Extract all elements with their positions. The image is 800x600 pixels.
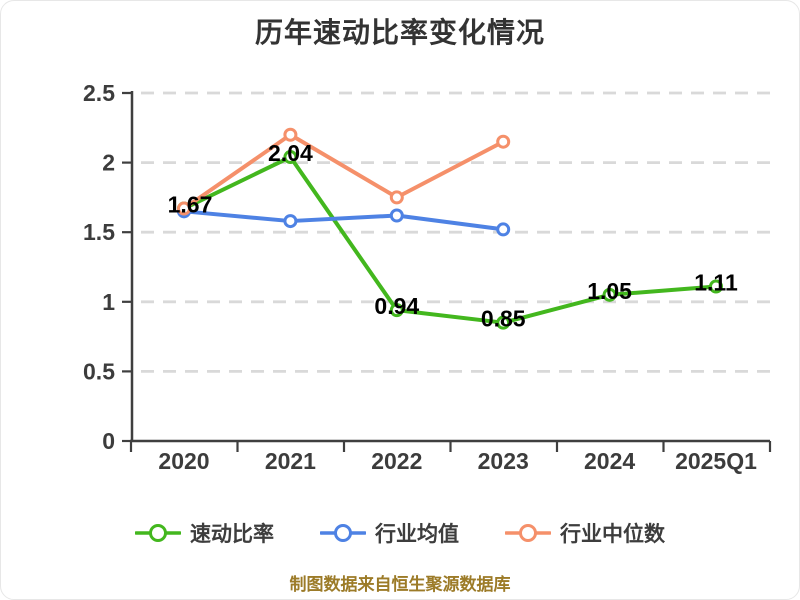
data-point-quick-ratio (709, 279, 723, 294)
data-point-quick-ratio (283, 150, 298, 165)
data-point-industry-median (389, 190, 404, 205)
y-axis-tick-label: 2.5 (83, 80, 115, 106)
y-axis-tick-label: 0 (102, 428, 115, 454)
series-industry-mean (177, 204, 511, 237)
chart-legend: 速动比率 行业均值 行业中位数 (1, 518, 799, 548)
data-point-industry-mean (283, 214, 298, 229)
data-point-label: 2.04 (268, 140, 313, 166)
legend-marker-quick-ratio-icon (135, 524, 181, 542)
legend-label: 速动比率 (190, 523, 274, 546)
data-point-industry-mean (389, 208, 404, 223)
series-industry-median (177, 127, 511, 216)
legend-circle (334, 524, 352, 542)
data-point-industry-median (177, 201, 191, 216)
y-axis-tick-label: 1 (102, 289, 115, 315)
legend-item-industry-mean[interactable]: 行业均值 (320, 518, 459, 548)
data-point-label: 0.94 (374, 293, 419, 319)
data-point-industry-median (283, 127, 298, 142)
data-point-label: 1.05 (587, 278, 632, 304)
data-labels-quick-ratio: 1.67 2.04 0.94 0.85 1.05 1.11 (168, 140, 738, 332)
legend-circle (149, 524, 167, 542)
data-point-label: 1.67 (168, 192, 213, 218)
y-axis-tick-label: 1.5 (83, 219, 115, 245)
axes (122, 91, 772, 452)
series-line-quick-ratio (182, 155, 718, 325)
y-gridlines (141, 91, 779, 373)
legend-item-quick-ratio[interactable]: 速动比率 (135, 518, 274, 548)
data-point-quick-ratio (389, 303, 404, 318)
x-axis-tick-label: 2024 (584, 448, 635, 474)
legend-circle (519, 524, 537, 542)
series-line-industry-mean (182, 209, 506, 232)
data-point-industry-mean (496, 222, 511, 237)
y-axis-tick-label: 0.5 (83, 358, 115, 384)
data-point-quick-ratio (496, 315, 511, 330)
data-point-industry-median (496, 134, 511, 149)
data-point-quick-ratio (602, 287, 617, 302)
legend-item-industry-median[interactable]: 行业中位数 (505, 518, 665, 548)
x-axis-tick-label: 2020 (158, 448, 209, 474)
data-point-label: 1.11 (694, 269, 738, 295)
axis-labels: 0 0.5 1 1.5 2 2.5 2020 2021 2022 2023 2024 2025Q1 (83, 80, 757, 474)
x-axis-tick-label: 2025Q1 (675, 448, 757, 474)
legend-marker-industry-median-icon (505, 524, 551, 542)
legend-label: 行业中位数 (560, 523, 665, 546)
chart-footer-source: 制图数据来自恒生聚源数据库 (289, 575, 511, 594)
y-axis-tick-label: 2 (102, 150, 115, 176)
x-axis-tick-label: 2022 (371, 448, 422, 474)
series-line-industry-median (182, 132, 506, 211)
x-axis-tick-label: 2023 (478, 448, 529, 474)
x-axis-tick-label: 2021 (265, 448, 316, 474)
legend-label: 行业均值 (375, 523, 459, 546)
chart-title: 历年速动比率变化情况 (254, 17, 545, 48)
data-point-label: 0.85 (481, 306, 526, 332)
legend-marker-industry-mean-icon (320, 524, 366, 542)
